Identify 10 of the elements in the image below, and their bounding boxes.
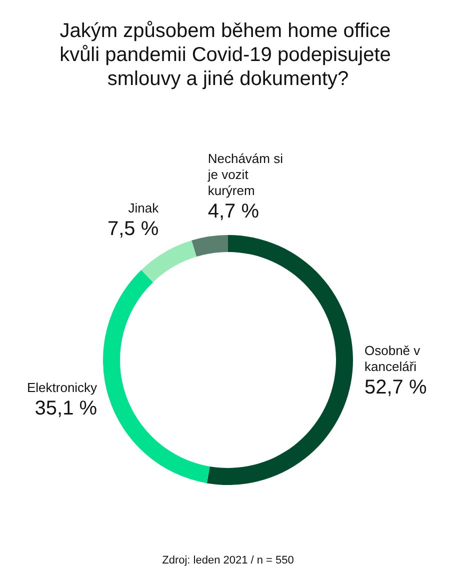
data-label: 4,7 % — [208, 200, 260, 222]
slice-label: Elektronicky — [26, 380, 98, 395]
slice-label: Nechávám si je vozit kurýrem — [206, 150, 284, 198]
slice-label: Jinak — [128, 200, 160, 216]
data-label: 7,5 % — [107, 218, 159, 240]
chart-title: Jakým způsobem během home office kvůli pandemii Covid-19 podepisujete smlouvy a jiné dokumenty? — [60, 20, 396, 90]
text: Zdroj: leden 2021 / n = 550 — [162, 554, 294, 566]
data-label: 35,1 % — [34, 397, 98, 420]
data-label: 52,7 % — [364, 376, 427, 399]
slice-label: Osobně v kanceláři — [364, 343, 421, 374]
